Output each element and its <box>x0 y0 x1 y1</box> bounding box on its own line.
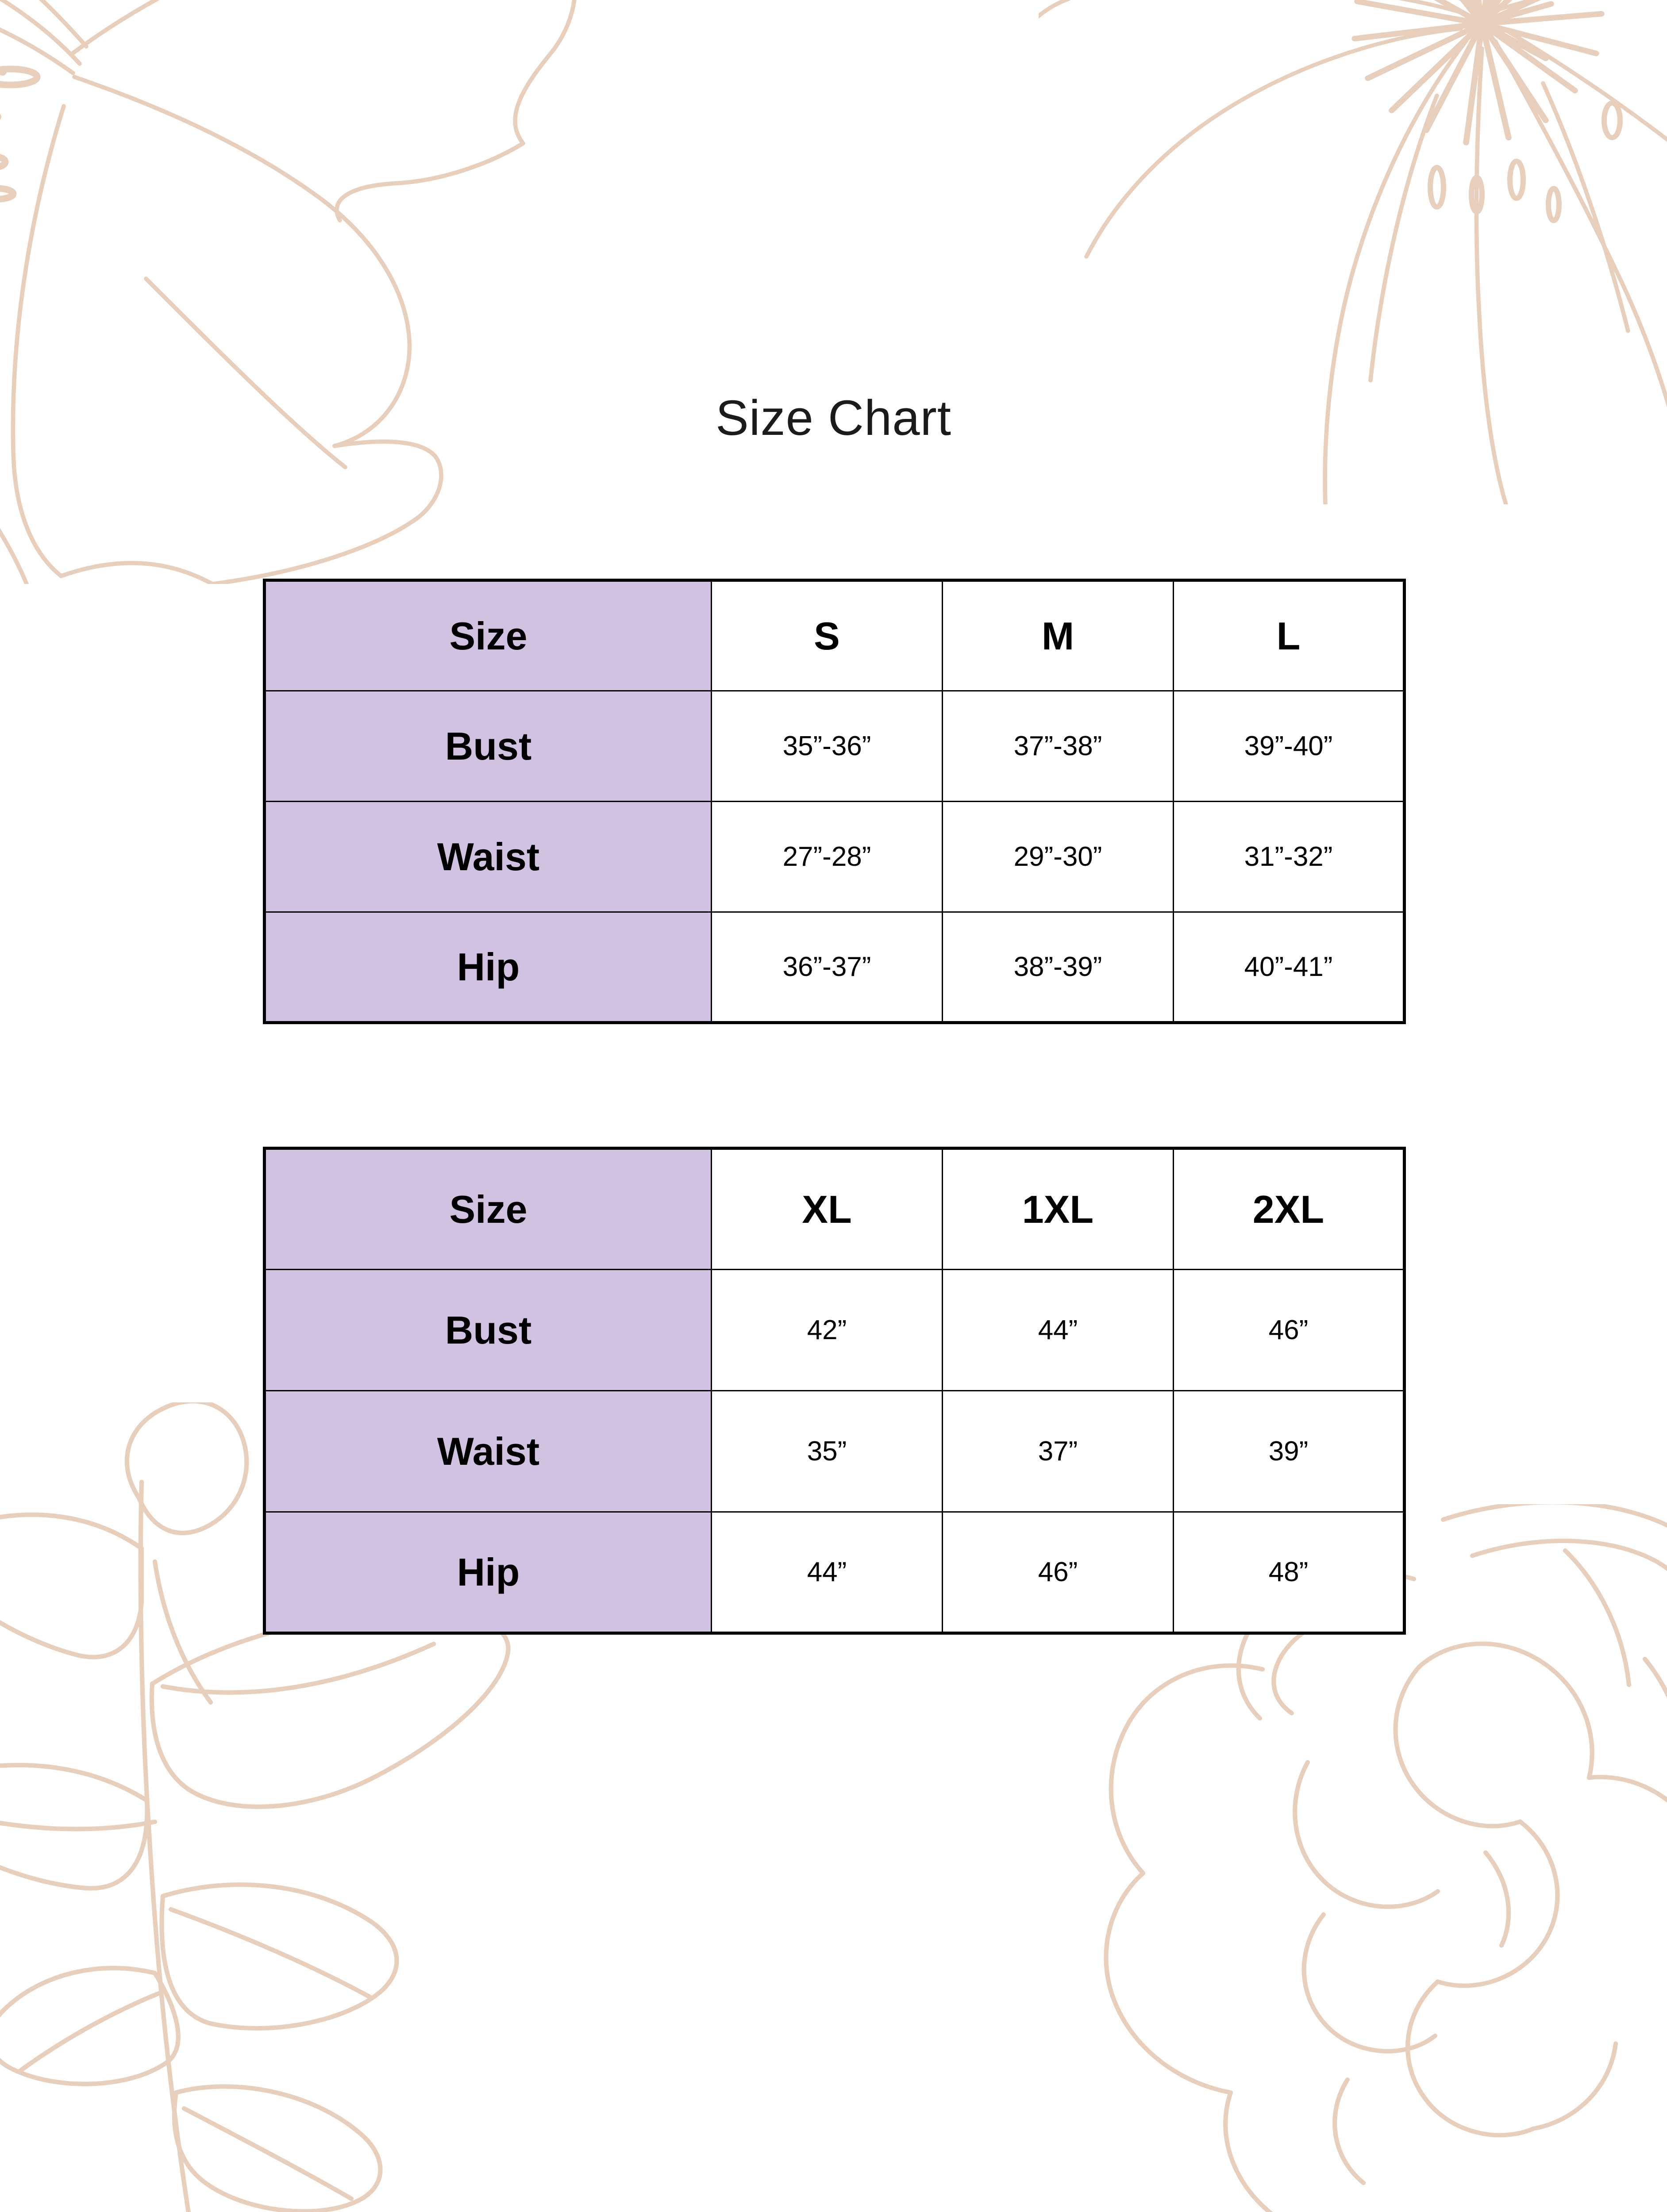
page-title: Size Chart <box>716 390 951 445</box>
row-label-hip: Hip <box>264 1511 712 1634</box>
table-row: Hip 36”-37” 38”-39” 40”-41” <box>264 911 1405 1023</box>
row-label-waist: Waist <box>264 1390 712 1513</box>
cell-bust-m: 37”-38” <box>942 690 1174 802</box>
cell-bust-l: 39”-40” <box>1173 690 1405 802</box>
cell-hip-s: 36”-37” <box>711 911 943 1023</box>
cell-waist-l: 31”-32” <box>1173 801 1405 913</box>
table-row: Bust 42” 44” 46” <box>264 1269 1405 1391</box>
row-label-hip: Hip <box>264 911 712 1023</box>
size-table-standard: Size S M L Bust 35”-36” 37”-38” 39”-40” … <box>263 579 1406 1024</box>
cell-waist-m: 29”-30” <box>942 801 1174 913</box>
cell-hip-xl: 44” <box>711 1511 943 1634</box>
row-label-bust: Bust <box>264 1269 712 1391</box>
column-header-2xl: 2XL <box>1173 1148 1405 1270</box>
row-header-label: Size <box>264 580 712 691</box>
size-table-extended: Size XL 1XL 2XL Bust 42” 44” 46” Waist 3… <box>263 1147 1406 1635</box>
table-row: Waist 35” 37” 39” <box>264 1390 1405 1513</box>
column-header-m: M <box>942 580 1174 691</box>
cell-waist-2xl: 39” <box>1173 1390 1405 1513</box>
cell-waist-1xl: 37” <box>942 1390 1174 1513</box>
table-row: Waist 27”-28” 29”-30” 31”-32” <box>264 801 1405 913</box>
cell-waist-xl: 35” <box>711 1390 943 1513</box>
column-header-xl: XL <box>711 1148 943 1270</box>
table-row: Bust 35”-36” 37”-38” 39”-40” <box>264 690 1405 802</box>
cell-bust-1xl: 44” <box>942 1269 1174 1391</box>
cell-bust-xl: 42” <box>711 1269 943 1391</box>
row-label-bust: Bust <box>264 690 712 802</box>
cell-bust-2xl: 46” <box>1173 1269 1405 1391</box>
column-header-s: S <box>711 580 943 691</box>
row-header-label: Size <box>264 1148 712 1270</box>
row-label-waist: Waist <box>264 801 712 913</box>
table-row-header: Size S M L <box>264 580 1405 691</box>
column-header-1xl: 1XL <box>942 1148 1174 1270</box>
flower-petals-line-art-top-left <box>0 0 611 584</box>
cell-bust-s: 35”-36” <box>711 690 943 802</box>
table-row-header: Size XL 1XL 2XL <box>264 1148 1405 1270</box>
cell-hip-2xl: 48” <box>1173 1511 1405 1634</box>
cell-hip-1xl: 46” <box>942 1511 1174 1634</box>
cell-hip-m: 38”-39” <box>942 911 1174 1023</box>
cell-waist-s: 27”-28” <box>711 801 943 913</box>
column-header-l: L <box>1173 580 1405 691</box>
cell-hip-l: 40”-41” <box>1173 911 1405 1023</box>
table-row: Hip 44” 46” 48” <box>264 1511 1405 1634</box>
